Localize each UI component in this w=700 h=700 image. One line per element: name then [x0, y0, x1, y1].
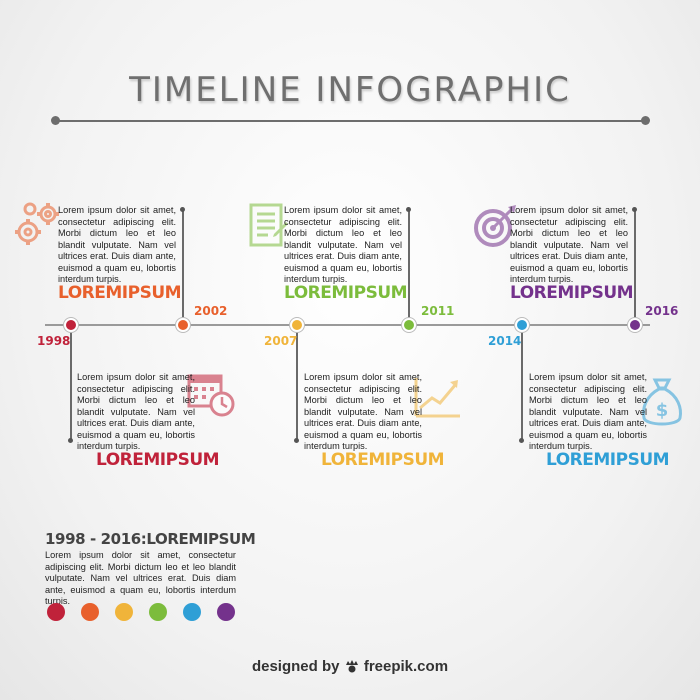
money-bag-icon: $: [642, 378, 682, 426]
year-2011: 2011: [421, 304, 455, 318]
svg-text:$: $: [656, 400, 669, 421]
credit-line: designed by freepik.com: [0, 658, 700, 675]
event-2016-heading: LOREMIPSUM: [510, 283, 634, 303]
gears-icon: [15, 202, 59, 245]
connector-end: [632, 207, 637, 212]
year-2007: 2007: [264, 334, 298, 348]
connector-end: [406, 207, 411, 212]
year-2016: 2016: [645, 304, 679, 318]
event-2011-description: Lorem ipsum dolor sit amet, consectetur …: [284, 205, 402, 284]
target-icon: [474, 205, 516, 247]
connector-end: [294, 438, 299, 443]
palette-swatch-red: [47, 603, 65, 621]
timeline-node-2002: [176, 318, 190, 332]
palette-swatch-yellow: [115, 603, 133, 621]
event-2007-connector: [296, 326, 298, 440]
chart-icon: [414, 378, 460, 418]
event-2014-connector: [521, 326, 523, 440]
event-2002-connector: [182, 210, 184, 322]
event-2016-connector: [634, 210, 636, 322]
year-1998: 1998: [37, 334, 71, 348]
page-title: TIMELINE INFOGRAPHIC: [129, 70, 571, 110]
year-2002: 2002: [194, 304, 228, 318]
timeline-node-1998: [64, 318, 78, 332]
calendar-icon: [187, 374, 235, 417]
event-2002-heading: LOREMIPSUM: [58, 283, 182, 303]
document-icon: [249, 203, 288, 247]
timeline-axis: [45, 324, 650, 326]
year-2014: 2014: [488, 334, 522, 348]
palette-swatch-purple: [217, 603, 235, 621]
event-2007-description: Lorem ipsum dolor sit amet, consectetur …: [304, 372, 422, 451]
event-2002-description: Lorem ipsum dolor sit amet, consectetur …: [58, 205, 176, 284]
palette-swatch-orange: [81, 603, 99, 621]
event-1998-connector: [70, 326, 72, 440]
timeline-node-2014: [515, 318, 529, 332]
timeline-node-2007: [290, 318, 304, 332]
event-2011-connector: [408, 210, 410, 322]
event-2011-heading: LOREMIPSUM: [284, 283, 408, 303]
event-1998-description: Lorem ipsum dolor sit amet, consectetur …: [77, 372, 195, 451]
underline-end-dot: [51, 116, 60, 125]
connector-end: [68, 438, 73, 443]
event-1998-heading: LOREMIPSUM: [96, 450, 220, 470]
freepik-logo-icon: [345, 660, 358, 673]
event-2016-description: Lorem ipsum dolor sit amet, consectetur …: [510, 205, 628, 284]
summary-title: 1998 - 2016:LOREMIPSUM: [45, 530, 256, 548]
credit-brand[interactable]: freepik.com: [363, 658, 449, 675]
palette-swatch-blue: [183, 603, 201, 621]
palette-swatch-green: [149, 603, 167, 621]
title-underline: [54, 120, 646, 122]
timeline-node-2011: [402, 318, 416, 332]
timeline-node-2016: [628, 318, 642, 332]
underline-end-dot: [641, 116, 650, 125]
event-2007-heading: LOREMIPSUM: [321, 450, 445, 470]
connector-end: [519, 438, 524, 443]
event-2014-description: Lorem ipsum dolor sit amet, consectetur …: [529, 372, 647, 451]
summary-text: Lorem ipsum dolor sit amet, consectetur …: [45, 550, 236, 606]
event-2014-heading: LOREMIPSUM: [546, 450, 670, 470]
connector-end: [180, 207, 185, 212]
credit-prefix: designed by: [251, 658, 340, 675]
